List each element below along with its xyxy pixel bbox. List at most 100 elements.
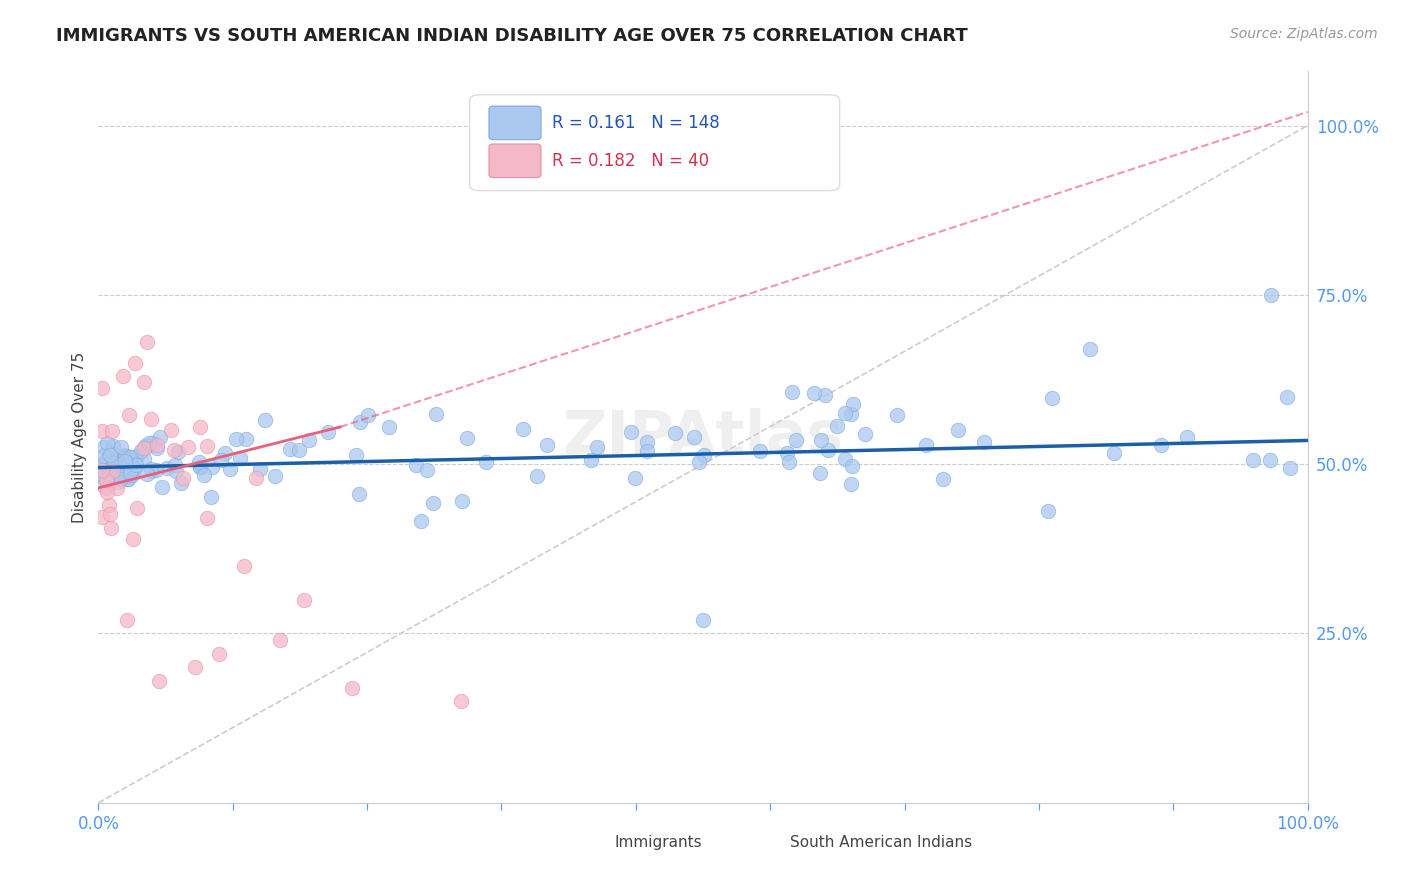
Point [825, 418, 848, 433]
Point [105, 452, 128, 467]
Point [316, 425, 339, 440]
Point [292, 592, 315, 607]
Point [692, 613, 714, 627]
Point [132, 452, 155, 467]
Point [287, 443, 309, 458]
Point [115, 449, 138, 463]
Text: Source: ZipAtlas.com: Source: ZipAtlas.com [1230, 27, 1378, 41]
Point [163, 442, 186, 457]
Point [152, 480, 174, 494]
Point [1038, 504, 1060, 518]
Point [103, 456, 125, 470]
Point [91, 510, 114, 524]
Point [886, 408, 908, 422]
Point [526, 468, 548, 483]
Point [118, 450, 141, 465]
Point [93, 440, 115, 454]
Point [776, 446, 799, 460]
Point [107, 456, 129, 470]
Point [105, 481, 128, 495]
Point [93, 457, 115, 471]
Point [146, 438, 169, 452]
Point [280, 442, 302, 456]
Point [127, 500, 149, 515]
Point [172, 471, 194, 485]
Point [914, 438, 936, 452]
Text: R = 0.161   N = 148: R = 0.161 N = 148 [551, 114, 720, 132]
Point [101, 464, 124, 478]
Point [195, 439, 218, 453]
Point [98, 507, 121, 521]
Point [450, 694, 472, 708]
Point [214, 446, 236, 460]
Point [136, 467, 159, 482]
Point [112, 451, 135, 466]
Point [101, 439, 124, 453]
Point [1102, 445, 1125, 459]
Text: Immigrants: Immigrants [614, 835, 703, 850]
Point [177, 441, 200, 455]
Point [688, 455, 710, 469]
Point [209, 452, 232, 467]
Point [536, 438, 558, 452]
Point [184, 660, 207, 674]
Point [349, 416, 371, 430]
Point [132, 376, 155, 390]
Point [91, 381, 114, 395]
Point [931, 472, 953, 486]
Point [249, 462, 271, 476]
Point [1275, 390, 1298, 404]
Point [110, 472, 132, 486]
Point [103, 446, 125, 460]
Point [195, 511, 218, 525]
Point [111, 460, 134, 475]
Point [115, 613, 138, 627]
Point [112, 467, 135, 482]
Point [121, 468, 143, 483]
Point [1150, 438, 1173, 452]
Point [100, 460, 122, 475]
Point [93, 461, 115, 475]
Point [842, 397, 865, 411]
Point [422, 495, 444, 509]
Point [585, 440, 607, 454]
Point [141, 464, 163, 478]
FancyBboxPatch shape [489, 106, 541, 140]
Point [664, 426, 686, 441]
Point [91, 463, 114, 477]
Point [187, 455, 209, 469]
Text: R = 0.182   N = 40: R = 0.182 N = 40 [551, 153, 709, 170]
FancyBboxPatch shape [567, 830, 610, 855]
Point [111, 369, 134, 384]
Point [748, 444, 770, 458]
Point [156, 460, 179, 475]
Point [188, 459, 211, 474]
Point [97, 453, 120, 467]
Point [97, 450, 120, 465]
Point [778, 455, 800, 469]
Point [118, 460, 141, 475]
Point [118, 409, 141, 423]
Text: South American Indians: South American Indians [790, 835, 972, 850]
Point [98, 498, 121, 512]
Point [512, 422, 534, 436]
Text: ZIPAtlas: ZIPAtlas [562, 408, 844, 467]
Point [170, 476, 193, 491]
Point [146, 442, 169, 456]
Point [1078, 342, 1101, 356]
Point [269, 633, 291, 648]
Point [132, 442, 155, 456]
Point [814, 388, 837, 402]
Point [190, 420, 212, 434]
Point [636, 444, 658, 458]
Point [167, 445, 190, 459]
Point [817, 443, 839, 458]
Point [107, 475, 129, 489]
Point [135, 335, 157, 350]
Point [693, 448, 716, 462]
Point [93, 464, 115, 478]
Point [853, 426, 876, 441]
Point [264, 469, 287, 483]
Point [107, 466, 129, 480]
Point [117, 472, 139, 486]
